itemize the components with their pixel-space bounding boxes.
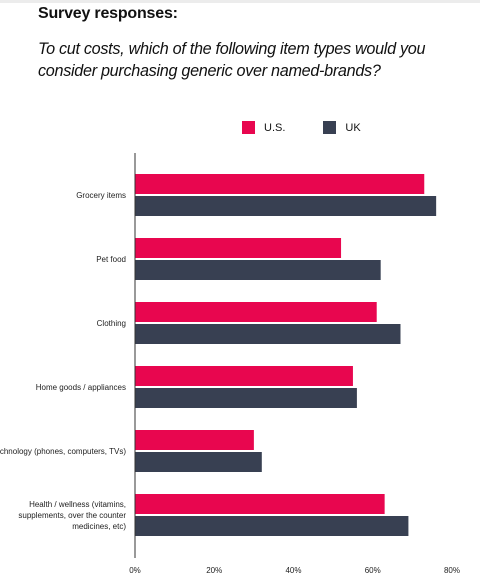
legend-item-uk: UK: [323, 121, 361, 134]
bar-us-3: [135, 366, 353, 386]
bar-us-4: [135, 430, 254, 450]
chart-bars: [135, 174, 437, 536]
chart-legend: U.S. UK: [242, 121, 399, 134]
legend-label-uk: UK: [345, 121, 361, 134]
bar-uk-5: [135, 516, 409, 536]
x-tick-label-3: 60%: [364, 566, 381, 575]
top-divider: [0, 0, 480, 3]
page-title: Survey responses:: [38, 5, 178, 22]
bar-us-2: [135, 302, 377, 322]
category-label-0: Grocery items: [76, 190, 126, 200]
legend-swatch-uk: [323, 121, 337, 134]
category-label-1: Pet food: [96, 254, 126, 264]
bar-uk-2: [135, 324, 401, 344]
x-tick-label-4: 80%: [443, 566, 460, 575]
bar-uk-1: [135, 260, 381, 280]
x-tick-label-0: 0%: [129, 566, 141, 575]
bar-uk-3: [135, 388, 357, 408]
legend-label-us: U.S.: [264, 121, 286, 134]
legend-item-us: U.S.: [242, 121, 285, 134]
category-label-3: Home goods / appliances: [35, 382, 126, 392]
legend-swatch-us: [242, 121, 255, 134]
bar-us-1: [135, 238, 342, 258]
bar-uk-4: [135, 452, 262, 472]
bar-us-5: [135, 494, 385, 514]
category-label-5: Health / wellness (vitamins, supplements…: [18, 499, 126, 531]
bar-uk-0: [135, 196, 437, 216]
survey-question: To cut costs, which of the following ite…: [38, 40, 426, 80]
category-label-4: Technology (phones, computers, TVs): [0, 446, 126, 456]
x-tick-label-1: 20%: [206, 566, 223, 575]
bar-us-0: [135, 174, 425, 194]
category-label-2: Clothing: [96, 318, 126, 328]
x-tick-label-2: 40%: [285, 566, 302, 575]
